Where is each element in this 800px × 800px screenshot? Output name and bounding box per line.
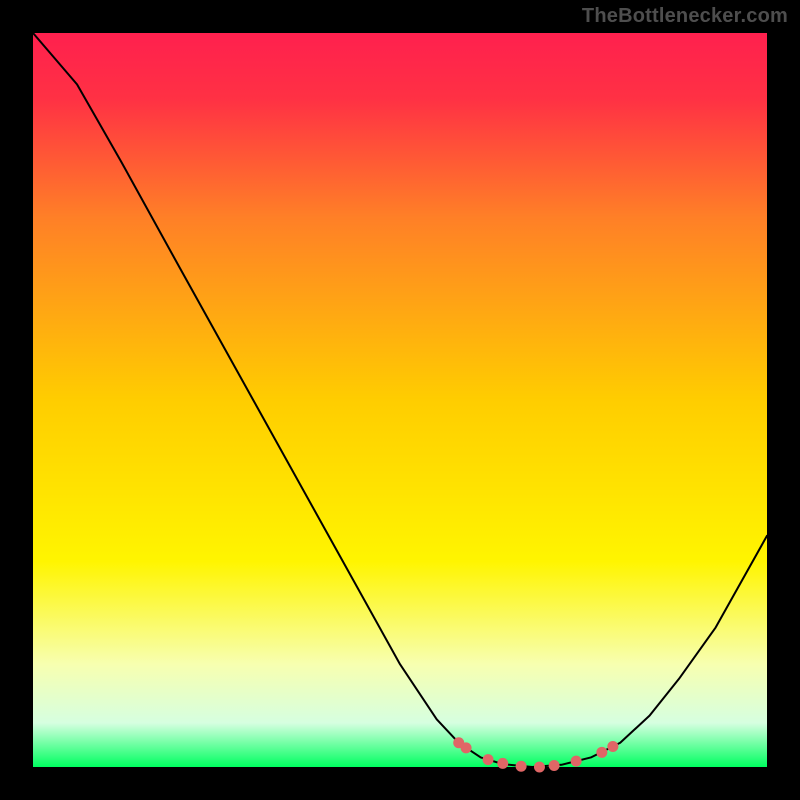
bottleneck-chart [0,0,800,800]
marker-dot [571,756,582,767]
plot-area [33,33,767,767]
marker-dot [497,758,508,769]
marker-dot [607,741,618,752]
watermark-text: TheBottlenecker.com [582,5,788,28]
marker-dot [596,747,607,758]
marker-dot [516,761,527,772]
marker-dot [483,754,494,765]
marker-dot [534,762,545,773]
marker-dot [549,760,560,771]
marker-dot [461,742,472,753]
